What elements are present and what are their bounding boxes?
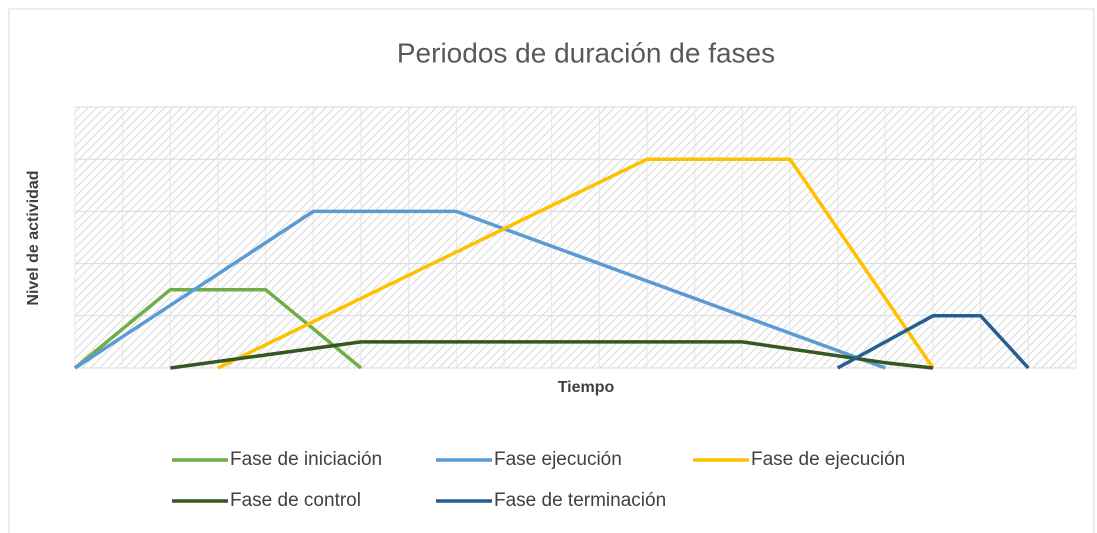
series-line xyxy=(74,209,886,370)
legend-label: Fase ejecución xyxy=(494,449,622,470)
legend-label: Fase de ejecución xyxy=(751,449,905,470)
legend-label: Fase de control xyxy=(230,490,361,511)
y-axis-title: Nivel de actividad xyxy=(25,170,42,305)
legend-label: Fase de iniciación xyxy=(230,449,382,470)
plot-area xyxy=(75,107,1076,368)
legend-label: Fase de terminación xyxy=(494,490,666,511)
series-line xyxy=(217,157,935,370)
chart-title: Periodos de duración de fases xyxy=(397,37,775,68)
series-line xyxy=(836,314,1030,370)
series-line xyxy=(73,287,363,370)
x-axis-title: Tiempo xyxy=(558,379,615,396)
series-line xyxy=(170,340,934,370)
